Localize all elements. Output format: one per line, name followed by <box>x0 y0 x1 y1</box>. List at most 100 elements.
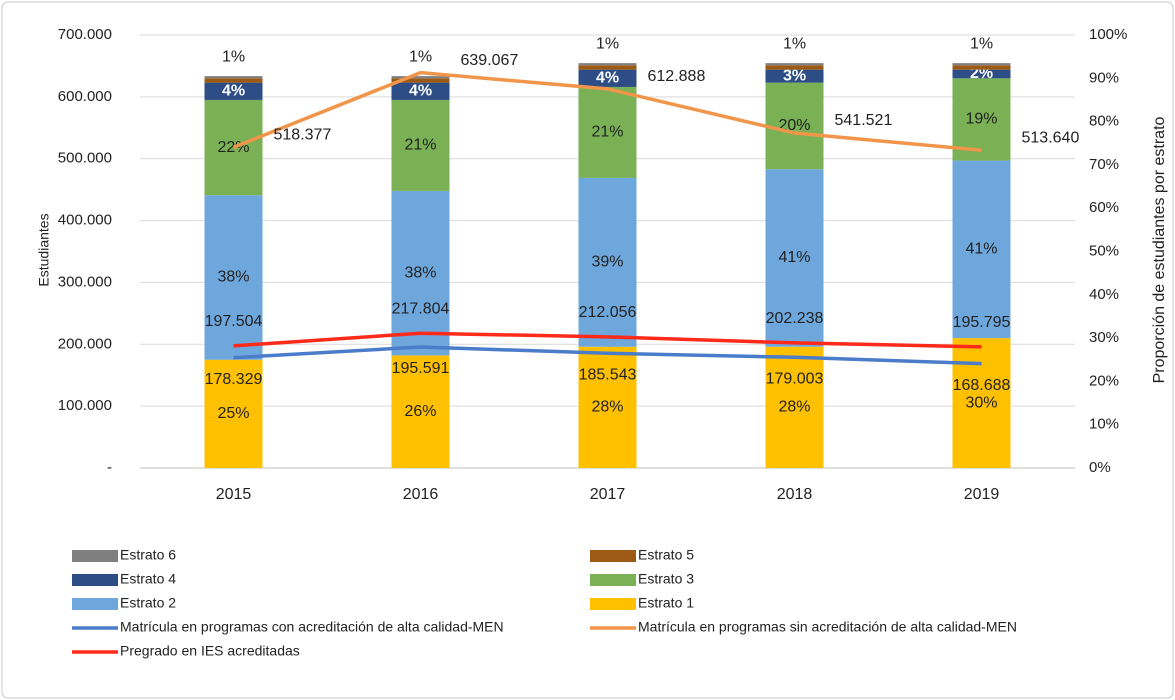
legend-swatch <box>72 550 118 562</box>
line-data-label: 212.056 <box>579 304 637 321</box>
y2-tick-label: 40% <box>1089 286 1119 303</box>
bar-segment <box>952 338 1011 468</box>
y2-tick-label: 30% <box>1089 329 1119 346</box>
y-tick-label: 200.000 <box>58 335 112 352</box>
legend-label: Estrato 3 <box>638 571 694 587</box>
legend-label: Matrícula en programas con acreditación … <box>120 619 504 635</box>
line-data-label: 195.795 <box>953 314 1011 331</box>
legend-label: Estrato 5 <box>638 547 694 563</box>
line-data-label: 195.591 <box>392 360 450 377</box>
x-tick-label: 2018 <box>777 486 813 503</box>
line-data-label: 612.888 <box>648 68 706 85</box>
bar-segment <box>578 65 637 70</box>
bar-segment <box>765 346 824 468</box>
y-tick-label: 100.000 <box>58 397 112 414</box>
bar-segment <box>765 82 824 170</box>
bar-segment <box>578 177 637 347</box>
line-data-label: 197.504 <box>205 313 263 330</box>
line-data-label: 518.377 <box>274 127 332 144</box>
y-tick-label: 300.000 <box>58 273 112 290</box>
bar-segment <box>391 82 450 100</box>
y-tick-label: 500.000 <box>58 150 112 167</box>
y2-tick-label: 80% <box>1089 113 1119 130</box>
y2-tick-label: 10% <box>1089 416 1119 433</box>
bar-segment <box>391 355 450 468</box>
bar-segment <box>765 63 824 66</box>
legend-swatch <box>72 574 118 586</box>
bar-segment <box>204 82 263 100</box>
bar-segment <box>391 99 450 191</box>
data-label: 4% <box>409 83 432 100</box>
y2-tick-label: 50% <box>1089 242 1119 259</box>
data-label: 41% <box>778 249 810 266</box>
data-label: 3% <box>783 67 806 84</box>
data-label: 1% <box>409 49 432 66</box>
legend-swatch <box>590 598 636 610</box>
data-label: 19% <box>965 111 997 128</box>
bar-segment <box>952 69 1011 79</box>
legend-label: Pregrado en IES acreditadas <box>120 643 300 659</box>
bar-segment <box>578 69 637 87</box>
y2-axis-title: Proporción de estudiantes por estrato <box>1151 116 1168 383</box>
data-label: 28% <box>591 399 623 416</box>
y2-tick-label: 90% <box>1089 69 1119 86</box>
y-tick-label: 400.000 <box>58 212 112 229</box>
y2-tick-label: 20% <box>1089 372 1119 389</box>
line <box>233 331 982 349</box>
bar-segment <box>578 63 637 66</box>
bar-segment <box>204 78 263 83</box>
data-label: 4% <box>596 70 619 87</box>
line-data-label: 185.543 <box>579 366 637 383</box>
legend-label: Estrato 2 <box>120 595 176 611</box>
data-label: 1% <box>970 36 993 53</box>
y2-tick-label: 60% <box>1089 199 1119 216</box>
line-data-label: 178.329 <box>205 371 263 388</box>
data-label: 26% <box>404 403 436 420</box>
data-label: 1% <box>596 36 619 53</box>
data-label: 4% <box>222 83 245 100</box>
y2-tick-label: 0% <box>1089 459 1111 476</box>
line-data-label: 168.688 <box>953 377 1011 394</box>
data-label: 1% <box>783 36 806 53</box>
data-label: 38% <box>404 264 436 281</box>
line <box>232 70 982 153</box>
data-label: 21% <box>591 124 623 141</box>
legend-label: Estrato 1 <box>638 595 694 611</box>
x-tick-label: 2016 <box>403 486 439 503</box>
data-label: 30% <box>965 394 997 411</box>
bar-segment <box>391 76 450 79</box>
line-data-label: 639.067 <box>461 52 519 69</box>
data-label: 1% <box>222 49 245 66</box>
line-data-label: 179.003 <box>766 370 824 387</box>
bar-segment <box>765 169 824 347</box>
x-tick-label: 2019 <box>964 486 1000 503</box>
bar-segment <box>578 86 637 178</box>
bar-segment <box>391 78 450 83</box>
bar-segment <box>765 65 824 70</box>
data-label: 28% <box>778 399 810 416</box>
bar-segment <box>391 190 450 356</box>
x-tick-label: 2017 <box>590 486 626 503</box>
data-label: 41% <box>965 241 997 258</box>
bar-segment <box>952 65 1011 70</box>
y2-tick-label: 100% <box>1089 26 1127 43</box>
legend-label: Estrato 6 <box>120 547 176 563</box>
y-axis-title: Estudiantes <box>36 213 52 286</box>
line-data-label: 202.238 <box>766 310 824 327</box>
bar-segment <box>952 160 1011 339</box>
bar-segment <box>204 359 263 468</box>
legend-swatch <box>72 598 118 610</box>
y2-tick-label: 70% <box>1089 156 1119 173</box>
data-label: 25% <box>217 405 249 422</box>
x-tick-label: 2015 <box>216 486 252 503</box>
legend-label: Estrato 4 <box>120 571 176 587</box>
line-data-label: 541.521 <box>835 112 893 129</box>
data-label: 21% <box>404 137 436 154</box>
y-tick-label: 700.000 <box>58 26 112 43</box>
legend-label: Matrícula en programas sin acreditación … <box>638 619 1017 635</box>
line-data-label: 217.804 <box>392 300 450 317</box>
bar-segment <box>204 76 263 79</box>
data-label: 38% <box>217 269 249 286</box>
data-label: 39% <box>591 254 623 271</box>
